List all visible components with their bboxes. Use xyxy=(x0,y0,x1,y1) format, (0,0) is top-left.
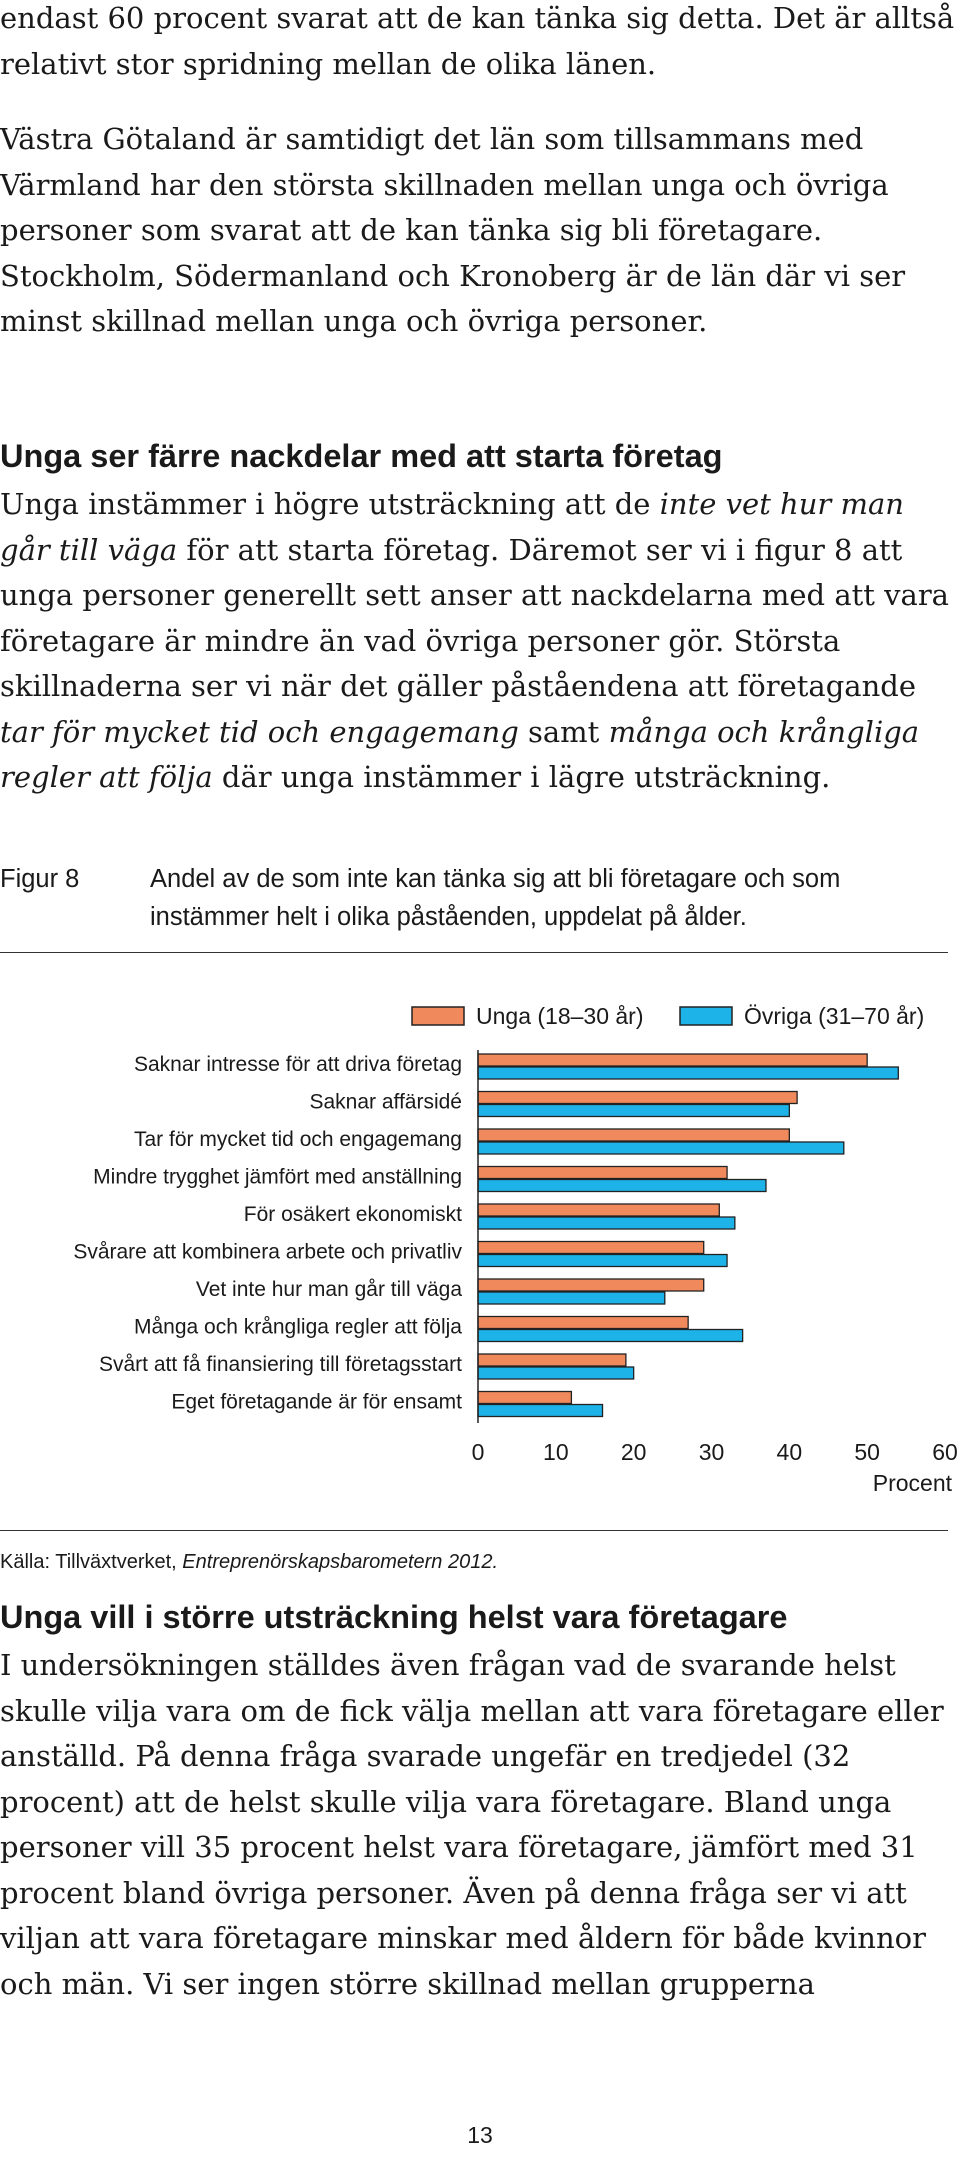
bar-ovriga xyxy=(477,1328,744,1343)
bar-unga xyxy=(477,1315,689,1330)
x-axis-label: Procent xyxy=(873,1470,953,1496)
x-tick-label: 10 xyxy=(543,1439,569,1465)
page-number: 13 xyxy=(467,2122,493,2148)
figure-caption-text: Andel av de som inte kan tänka sig att b… xyxy=(150,865,841,931)
x-tick-label: 40 xyxy=(777,1439,803,1465)
figure-source: Källa: Tillväxtverket, Entreprenörskapsb… xyxy=(0,1551,499,1573)
bar-unga xyxy=(477,1165,728,1180)
bar-unga xyxy=(477,1390,573,1405)
category-label: Saknar affärsidé xyxy=(309,1091,462,1114)
intro-paragraph-2: Västra Götaland är samtidigt det län som… xyxy=(0,122,906,338)
figure-label: Figur 8 xyxy=(0,865,80,893)
bar-ovriga xyxy=(477,1403,604,1418)
bar-ovriga xyxy=(477,1291,666,1305)
figure-top-rule xyxy=(0,952,948,953)
section-paragraph-nackdelar: Unga instämmer i högre utsträckning att … xyxy=(0,487,949,794)
category-label: Svårt att få finansiering till företagss… xyxy=(99,1353,462,1376)
category-label: Tar för mycket tid och engagemang xyxy=(134,1128,462,1151)
category-label: Vet inte hur man går till väga xyxy=(196,1278,462,1301)
bar-unga xyxy=(477,1053,868,1067)
legend-ovriga-swatch xyxy=(679,1006,733,1026)
category-label: Saknar intresse för att driva företag xyxy=(134,1053,462,1076)
x-tick-label: 30 xyxy=(699,1439,725,1465)
section-heading-nackdelar: Unga ser färre nackdelar med att starta … xyxy=(0,438,723,474)
bar-ovriga xyxy=(477,1103,790,1118)
category-label: Eget företagande är för ensamt xyxy=(171,1391,462,1414)
category-label: Svårare att kombinera arbete och privatl… xyxy=(73,1241,462,1264)
bar-unga xyxy=(477,1353,627,1367)
x-tick-label: 0 xyxy=(472,1439,485,1465)
bar-unga xyxy=(477,1128,790,1142)
legend-unga-label: Unga (18–30 år) xyxy=(476,1003,644,1029)
x-tick-label: 20 xyxy=(621,1439,647,1465)
bar-unga xyxy=(477,1090,798,1105)
bar-ovriga xyxy=(477,1366,635,1380)
bar-ovriga xyxy=(477,1253,728,1268)
legend-unga-swatch xyxy=(411,1006,465,1026)
bar-chart: Unga (18–30 år) Övriga (31–70 år) Saknar i… xyxy=(73,1003,958,1496)
bar-ovriga xyxy=(477,1066,899,1080)
bar-unga xyxy=(477,1203,720,1217)
x-tick-label: 50 xyxy=(854,1439,880,1465)
bar-unga xyxy=(477,1240,705,1255)
category-label: Mindre trygghet jämfört med anställning xyxy=(93,1166,462,1189)
category-label: För osäkert ekonomiskt xyxy=(244,1203,462,1226)
bar-ovriga xyxy=(477,1141,845,1155)
section-paragraph-foretagare: I undersökningen ställdes även frågan va… xyxy=(0,1648,944,2001)
bar-ovriga xyxy=(477,1178,767,1193)
intro-paragraph-1: endast 60 procent svarat att de kan tänk… xyxy=(0,1,955,81)
section-heading-foretagare: Unga vill i större utsträckning helst va… xyxy=(0,1599,788,1635)
bar-ovriga xyxy=(477,1216,736,1230)
figure-bottom-rule xyxy=(0,1530,948,1531)
legend-ovriga-label: Övriga (31–70 år) xyxy=(744,1003,924,1029)
bar-unga xyxy=(477,1278,705,1292)
category-label: Många och krångliga regler att följa xyxy=(134,1316,462,1339)
x-tick-label: 60 xyxy=(932,1439,958,1465)
